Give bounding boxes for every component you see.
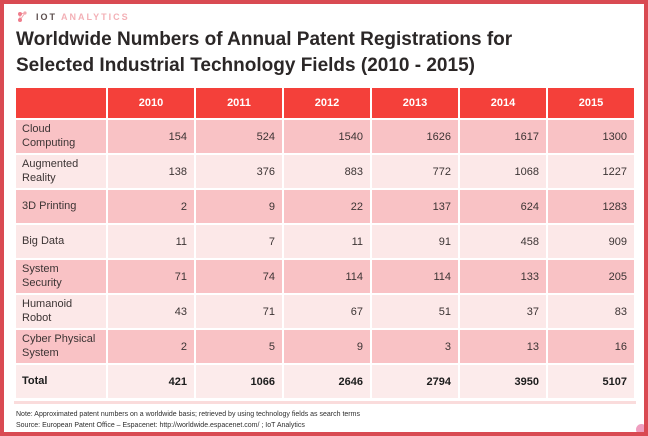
value-cell: 883 <box>284 155 370 189</box>
value-cell: 205 <box>548 260 634 294</box>
brand-logo: IOT ANALYTICS <box>16 10 634 24</box>
table-row: System Security 71 74 114 114 133 205 <box>16 260 634 294</box>
table-row: Humanoid Robot 43 71 67 51 37 83 <box>16 295 634 329</box>
value-cell: 67 <box>284 295 370 329</box>
value-cell: 71 <box>196 295 282 329</box>
value-cell: 137 <box>372 190 458 224</box>
row-label: Humanoid Robot <box>16 295 106 329</box>
value-cell: 138 <box>108 155 194 189</box>
value-cell: 1617 <box>460 120 546 154</box>
patent-table: 2010 2011 2012 2013 2014 2015 Cloud Computing… <box>14 86 636 400</box>
value-cell: 3 <box>372 330 458 364</box>
value-cell: 154 <box>108 120 194 154</box>
year-header: 2010 <box>108 88 194 119</box>
value-cell: 9 <box>284 330 370 364</box>
value-cell: 5107 <box>548 365 634 399</box>
table-row: Cyber Physical System 2 5 9 3 13 16 <box>16 330 634 364</box>
row-label: System Security <box>16 260 106 294</box>
table-row: Big Data 11 7 11 91 458 909 <box>16 225 634 259</box>
row-label: Cyber Physical System <box>16 330 106 364</box>
brand-suffix: ANALYTICS <box>61 12 130 22</box>
brand-name: IOT <box>36 12 57 22</box>
value-cell: 772 <box>372 155 458 189</box>
value-cell: 11 <box>284 225 370 259</box>
value-cell: 2 <box>108 190 194 224</box>
year-header: 2014 <box>460 88 546 119</box>
value-cell: 1300 <box>548 120 634 154</box>
value-cell: 624 <box>460 190 546 224</box>
year-header: 2015 <box>548 88 634 119</box>
value-cell: 1227 <box>548 155 634 189</box>
value-cell: 421 <box>108 365 194 399</box>
value-cell: 114 <box>372 260 458 294</box>
source-line: Source: European Patent Office – Espacen… <box>16 422 305 430</box>
value-cell: 37 <box>460 295 546 329</box>
corner-watermark <box>636 424 644 432</box>
value-cell: 74 <box>196 260 282 294</box>
value-cell: 1283 <box>548 190 634 224</box>
header-corner-cell <box>16 88 106 119</box>
year-header: 2012 <box>284 88 370 119</box>
value-cell: 2646 <box>284 365 370 399</box>
row-label: Big Data <box>16 225 106 259</box>
iot-analytics-logo-icon <box>18 11 27 22</box>
note-line: Note: Approximated patent numbers on a w… <box>16 411 360 419</box>
value-cell: 2 <box>108 330 194 364</box>
value-cell: 458 <box>460 225 546 259</box>
page-title: Worldwide Numbers of Annual Patent Regis… <box>16 27 632 78</box>
row-label: Augmented Reality <box>16 155 106 189</box>
total-row: Total 421 1066 2646 2794 3950 5107 <box>16 365 634 399</box>
value-cell: 1066 <box>196 365 282 399</box>
table-header-row: 2010 2011 2012 2013 2014 2015 <box>16 88 634 119</box>
value-cell: 91 <box>372 225 458 259</box>
value-cell: 11 <box>108 225 194 259</box>
value-cell: 1540 <box>284 120 370 154</box>
value-cell: 3950 <box>460 365 546 399</box>
value-cell: 524 <box>196 120 282 154</box>
value-cell: 133 <box>460 260 546 294</box>
value-cell: 43 <box>108 295 194 329</box>
value-cell: 71 <box>108 260 194 294</box>
title-line-1: Worldwide Numbers of Annual Patent Regis… <box>16 29 513 50</box>
value-cell: 51 <box>372 295 458 329</box>
title-line-2: Selected Industrial Technology Fields (2… <box>16 54 475 76</box>
value-cell: 83 <box>548 295 634 329</box>
value-cell: 9 <box>196 190 282 224</box>
value-cell: 376 <box>196 155 282 189</box>
table-row: Augmented Reality 138 376 883 772 1068 1227 <box>16 155 634 189</box>
table-bottom-divider <box>14 401 636 405</box>
value-cell: 13 <box>460 330 546 364</box>
table-row: Cloud Computing 154 524 1540 1626 1617 1300 <box>16 120 634 154</box>
year-header: 2011 <box>196 88 282 119</box>
value-cell: 7 <box>196 225 282 259</box>
value-cell: 22 <box>284 190 370 224</box>
value-cell: 1068 <box>460 155 546 189</box>
row-label: Total <box>16 365 106 399</box>
table-row: 3D Printing 2 9 22 137 624 1283 <box>16 190 634 224</box>
value-cell: 5 <box>196 330 282 364</box>
year-header: 2013 <box>372 88 458 119</box>
value-cell: 909 <box>548 225 634 259</box>
footnotes: Note: Approximated patent numbers on a w… <box>16 410 632 432</box>
value-cell: 114 <box>284 260 370 294</box>
value-cell: 2794 <box>372 365 458 399</box>
value-cell: 1626 <box>372 120 458 154</box>
row-label: 3D Printing <box>16 190 106 224</box>
row-label: Cloud Computing <box>16 120 106 154</box>
value-cell: 16 <box>548 330 634 364</box>
